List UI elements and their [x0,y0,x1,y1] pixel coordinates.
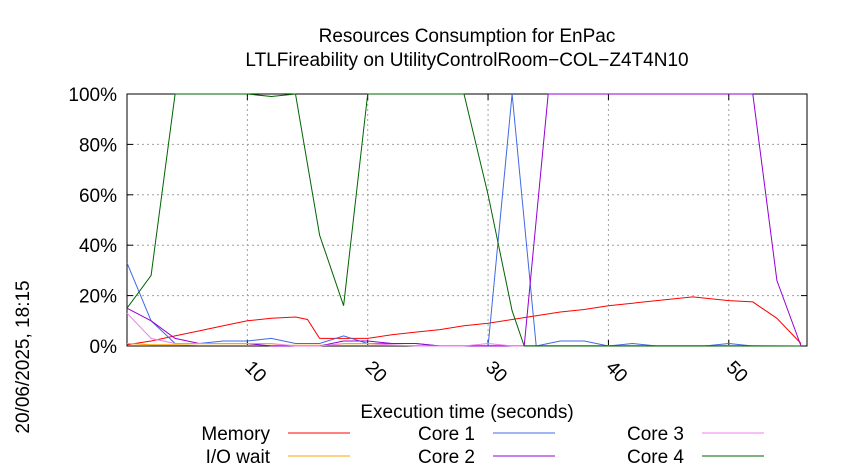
y-tick-label: 40% [79,236,117,257]
series-line-core-4 [126,93,801,347]
series-line-memory [126,296,802,346]
legend-label-core-4: Core 4 [627,447,684,468]
chart-subtitle: LTLFireability on UtilityControlRoom−COL… [245,50,688,71]
y-tick-label: 60% [79,186,117,207]
y-tick-label: 100% [68,85,117,106]
x-axis-label: Execution time (seconds) [360,402,573,423]
y-tick-label: 20% [79,287,117,308]
legend-label-core-2: Core 2 [418,447,475,468]
legend-label-i-o-wait: I/O wait [206,447,271,468]
legend-label-memory: Memory [201,424,270,445]
legend-label-core-1: Core 1 [418,424,475,445]
series-lines [126,93,802,347]
y-tick-label: 0% [90,337,118,358]
legend-label-core-3: Core 3 [627,424,684,445]
chart-title: Resources Consumption for EnPac [319,26,616,47]
y-tick-label: 80% [79,135,117,156]
timestamp-label: 20/06/2025, 18:15 [13,280,34,433]
